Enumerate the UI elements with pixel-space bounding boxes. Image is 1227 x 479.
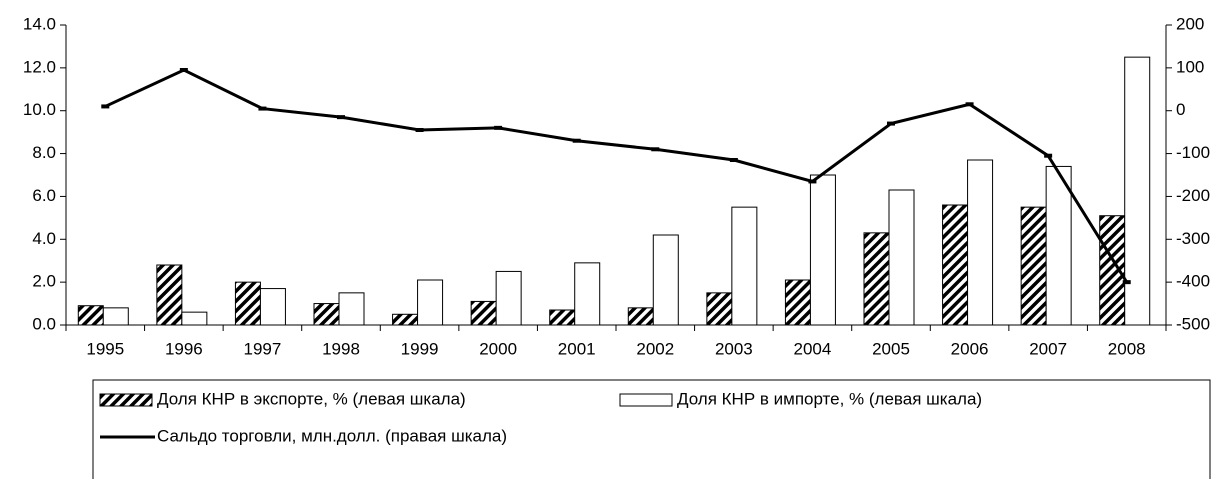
bar xyxy=(1020,206,1047,326)
y-tick-label: 0.0 xyxy=(32,314,56,333)
bar xyxy=(259,288,286,326)
y2-tick-label: -200 xyxy=(1176,186,1210,205)
y-tick-label: 4.0 xyxy=(32,229,56,248)
x-tick-label: 2004 xyxy=(794,339,832,358)
x-tick-label: 2005 xyxy=(872,339,910,358)
x-tick-label: 2002 xyxy=(636,339,674,358)
bar xyxy=(156,264,183,326)
bar xyxy=(888,189,915,326)
bar xyxy=(627,307,654,326)
y-tick-label: 2.0 xyxy=(32,272,56,291)
bar xyxy=(784,279,811,326)
y2-tick-label: -100 xyxy=(1176,143,1210,162)
bar xyxy=(967,159,994,326)
x-tick-label: 2007 xyxy=(1029,339,1067,358)
x-tick-label: 2003 xyxy=(715,339,753,358)
x-tick-label: 1997 xyxy=(244,339,282,358)
bar xyxy=(77,305,104,326)
bar xyxy=(1099,215,1126,326)
line xyxy=(104,68,1128,283)
bar xyxy=(731,206,758,326)
legend-label: Сальдо торговли, млн.долл. (правая шкала… xyxy=(157,426,507,445)
y-tick-label: 12.0 xyxy=(23,57,56,76)
y-tick-label: 8.0 xyxy=(32,143,56,162)
bar xyxy=(652,234,679,326)
y2-tick-label: -500 xyxy=(1176,314,1210,333)
x-tick-label: 1996 xyxy=(165,339,203,358)
bar xyxy=(574,262,601,326)
y2-tick-label: -400 xyxy=(1176,272,1210,291)
y-tick-label: 10.0 xyxy=(23,100,56,119)
bar xyxy=(338,292,365,326)
y2-tick-label: -300 xyxy=(1176,229,1210,248)
x-tick-label: 1998 xyxy=(322,339,360,358)
x-tick-label: 2006 xyxy=(951,339,989,358)
legend-swatch xyxy=(619,393,673,407)
bar xyxy=(942,204,969,326)
bar xyxy=(1124,56,1151,326)
bar xyxy=(470,300,497,326)
y-tick-label: 6.0 xyxy=(32,186,56,205)
bar xyxy=(313,303,340,326)
bar xyxy=(392,313,419,326)
x-tick-label: 2001 xyxy=(558,339,596,358)
legend-label: Доля КНР в импорте, % (левая шкала) xyxy=(677,389,982,408)
bar xyxy=(181,311,208,326)
bar xyxy=(809,174,836,326)
x-tick-label: 1995 xyxy=(86,339,124,358)
bar xyxy=(1045,165,1072,326)
bar xyxy=(234,281,261,326)
bar xyxy=(706,292,733,326)
bar xyxy=(863,232,890,326)
y2-tick-label: 0 xyxy=(1176,100,1185,119)
legend-label: Доля КНР в экспорте, % (левая шкала) xyxy=(157,389,466,408)
x-tick-label: 2000 xyxy=(479,339,517,358)
y2-tick-label: 100 xyxy=(1176,57,1204,76)
legend-swatch xyxy=(99,393,153,407)
bar xyxy=(102,307,129,326)
x-tick-label: 1999 xyxy=(401,339,439,358)
x-tick-label: 2008 xyxy=(1108,339,1146,358)
bar xyxy=(417,279,444,326)
bar xyxy=(549,309,576,326)
y-tick-label: 14.0 xyxy=(23,14,56,33)
bar xyxy=(495,270,522,326)
y2-tick-label: 200 xyxy=(1176,14,1204,33)
